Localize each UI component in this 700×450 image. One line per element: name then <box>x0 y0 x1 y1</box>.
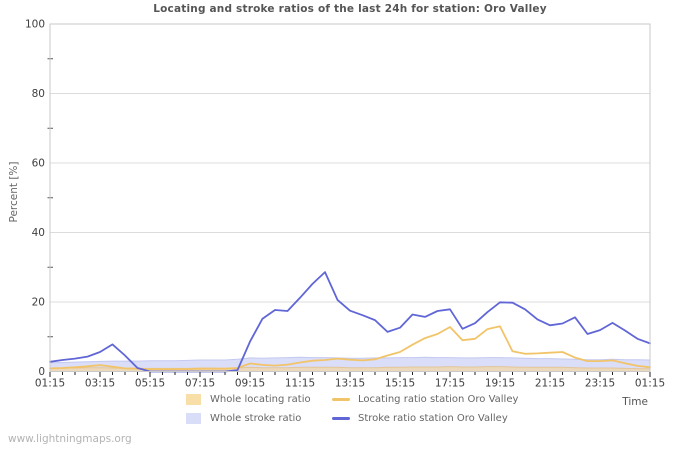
x-tick-label: 21:15 <box>535 378 565 390</box>
x-tick-label: 11:15 <box>285 378 315 390</box>
x-tick-label: 09:15 <box>235 378 265 390</box>
y-tick-label: 0 <box>38 366 45 378</box>
x-tick-label: 13:15 <box>335 378 365 390</box>
series-area-edge <box>49 356 651 364</box>
x-axis-title: Time <box>622 396 648 408</box>
x-tick-label: 01:15 <box>35 378 65 390</box>
y-tick-label: 40 <box>32 227 45 239</box>
legend-label: Whole locating ratio <box>210 394 311 405</box>
x-tick-label: 03:15 <box>85 378 115 390</box>
x-tick-label: 15:15 <box>385 378 415 390</box>
x-tick-label: 07:15 <box>185 378 215 390</box>
legend-label: Stroke ratio station Oro Valley <box>358 413 508 424</box>
x-tick-label: 05:15 <box>135 378 165 390</box>
y-tick-label: 100 <box>25 19 45 31</box>
x-tick-label: 23:15 <box>585 378 615 390</box>
legend-label: Locating ratio station Oro Valley <box>358 394 519 405</box>
x-tick-label: 19:15 <box>485 378 515 390</box>
legend-item-whole-locating-ratio: Whole locating ratio <box>186 392 318 407</box>
x-tick-label: 17:15 <box>435 378 465 390</box>
watermark: www.lightningmaps.org <box>8 433 132 445</box>
plot-border <box>49 23 651 372</box>
line-swatch-icon <box>332 417 350 420</box>
legend-item-stroke-ratio-station: Stroke ratio station Oro Valley <box>332 411 518 426</box>
legend-item-whole-stroke-ratio: Whole stroke ratio <box>186 411 318 426</box>
series-line <box>49 325 651 371</box>
area-swatch-icon <box>186 413 201 424</box>
series-line <box>49 271 651 373</box>
area-swatch-icon <box>186 394 201 405</box>
y-tick-label: 20 <box>32 297 45 309</box>
x-tick-label: 01:15 <box>635 378 665 390</box>
series-area <box>50 366 650 372</box>
line-swatch-icon <box>332 398 350 401</box>
legend-label: Whole stroke ratio <box>210 413 302 424</box>
chart-legend: Whole locating ratio Locating ratio stat… <box>186 392 518 426</box>
chart-title: Locating and stroke ratios of the last 2… <box>153 3 547 15</box>
legend-item-locating-ratio-station: Locating ratio station Oro Valley <box>332 392 518 407</box>
y-tick-label: 80 <box>32 88 45 100</box>
y-tick-label: 60 <box>32 158 45 170</box>
